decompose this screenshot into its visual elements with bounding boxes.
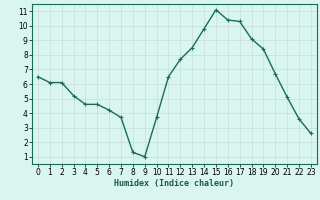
X-axis label: Humidex (Indice chaleur): Humidex (Indice chaleur) (115, 179, 234, 188)
